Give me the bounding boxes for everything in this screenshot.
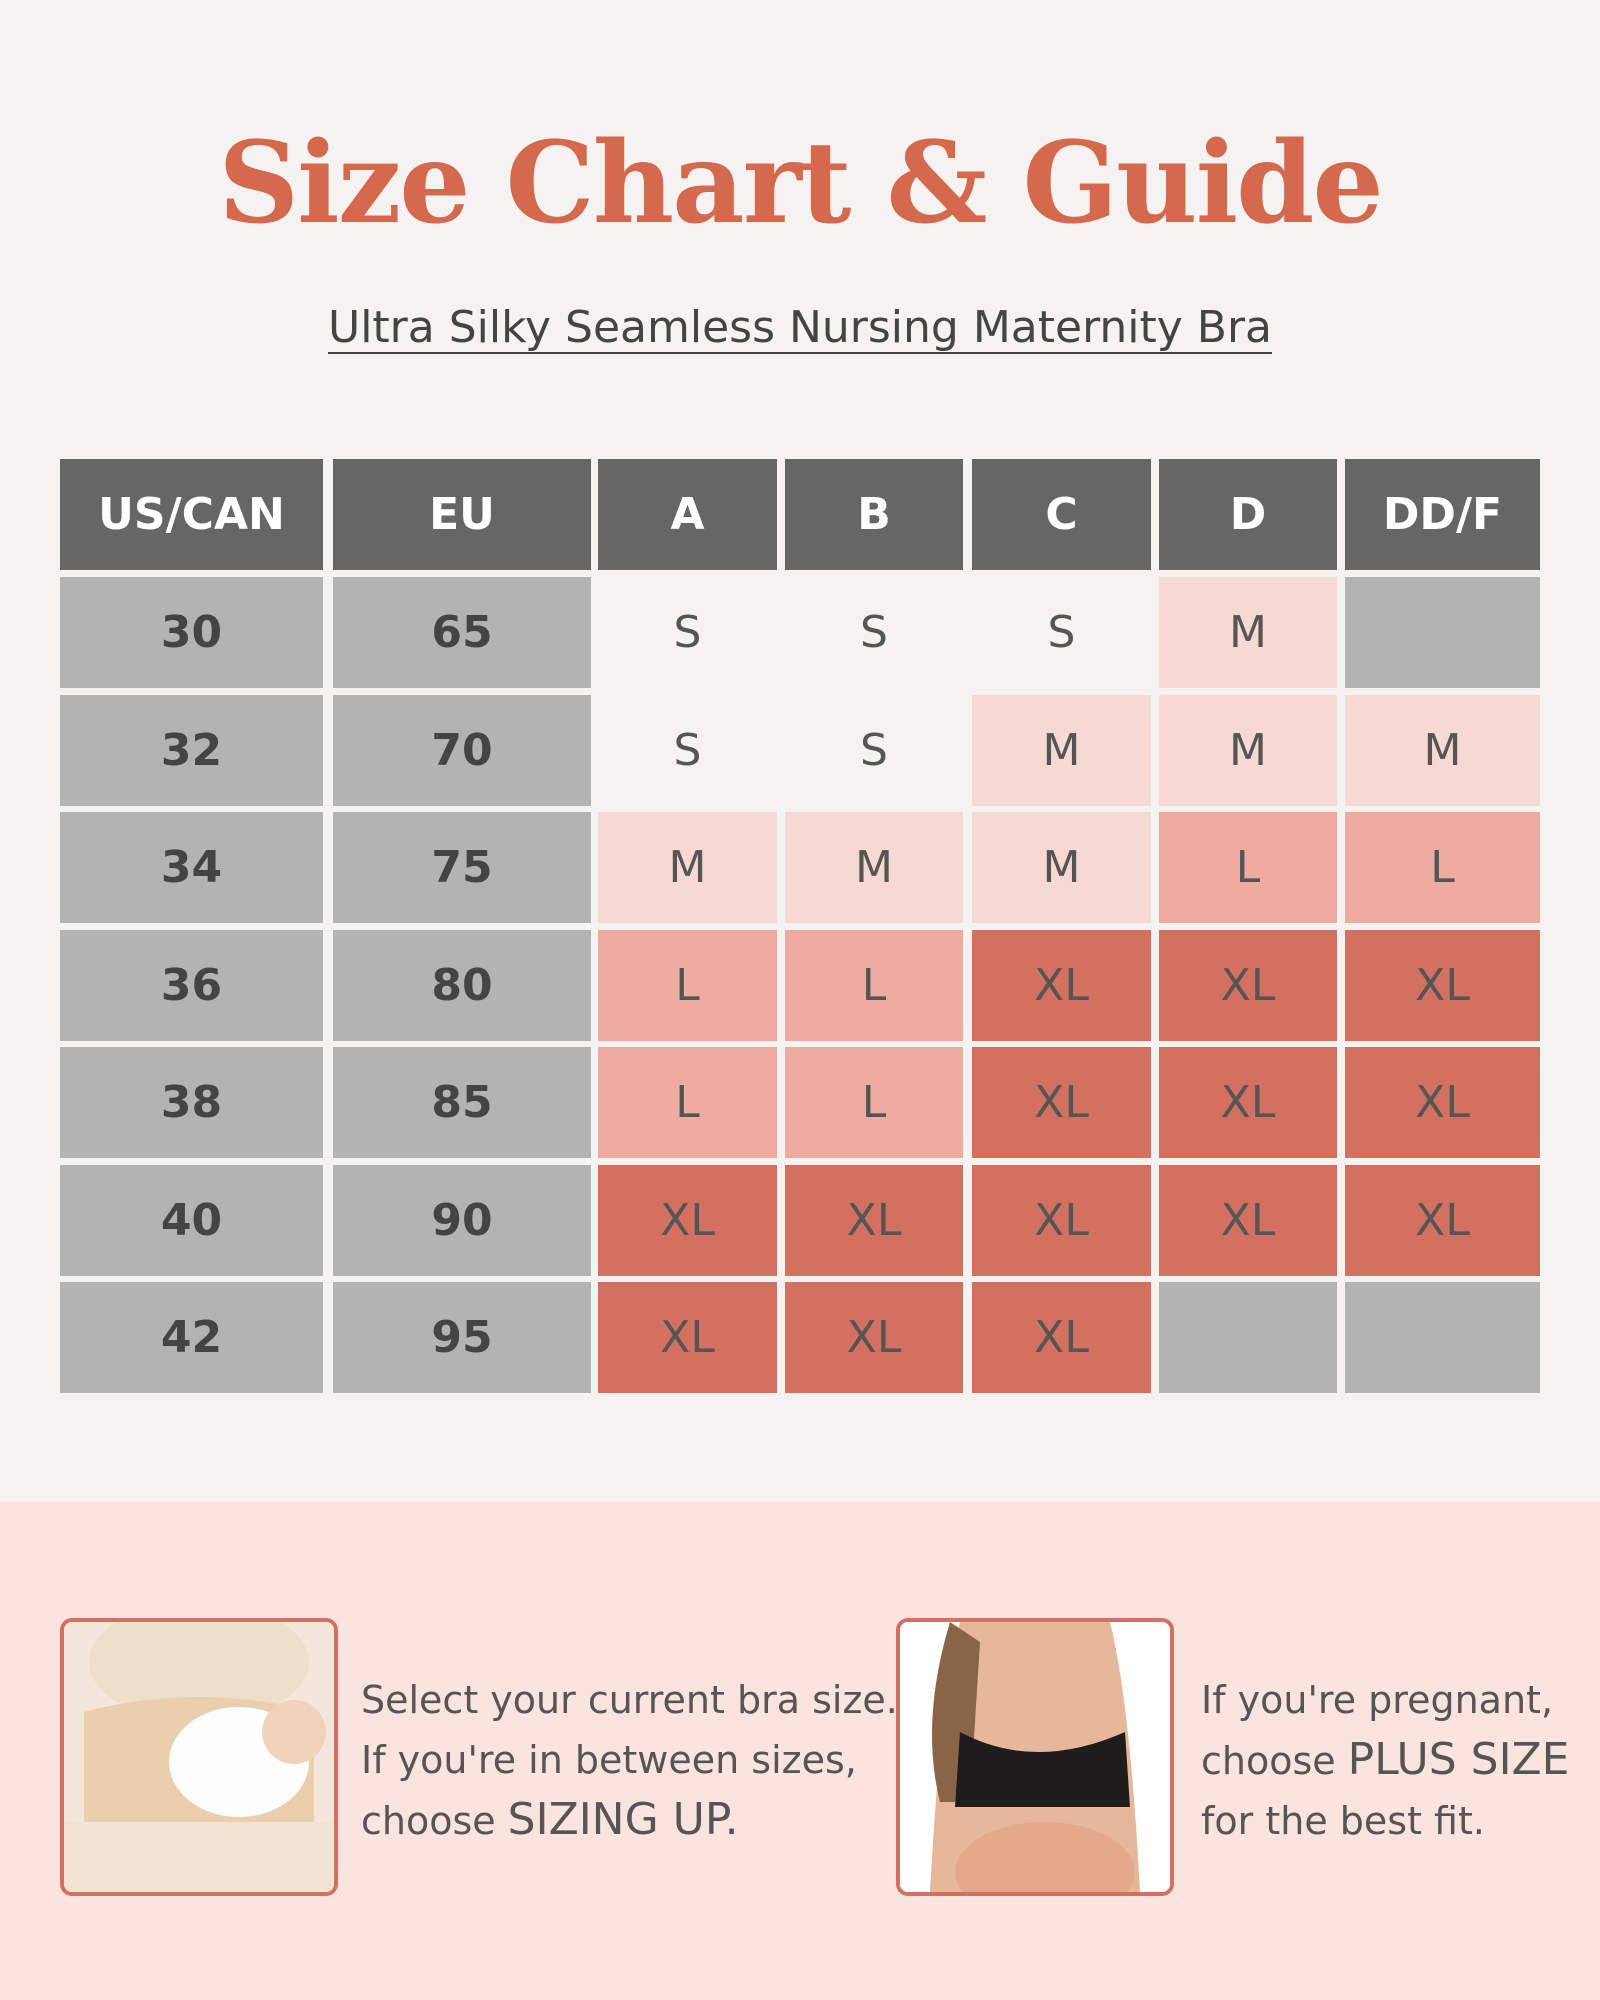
size-cell: L [598,1047,777,1158]
tip-emphasis: PLUS SIZE [1347,1734,1570,1785]
empty-cell [1345,577,1540,688]
size-cell: L [785,929,963,1041]
empty-cell [1159,1282,1337,1393]
tip-text: If you're pregnant, choose PLUS SIZE for th… [1201,1670,1569,1851]
size-cell: M [1159,577,1337,688]
size-cell: XL [972,1164,1151,1276]
size-cell: XL [1159,1047,1337,1158]
size-cell: XL [1159,929,1337,1041]
size-cell: XL [1159,1164,1337,1276]
tip-line: If you're in between sizes, [361,1730,898,1790]
column-header: US/CAN [60,459,323,570]
row-key: 85 [333,1047,591,1158]
size-cell: XL [598,1164,777,1276]
tip-emphasis: SIZING UP. [507,1794,739,1845]
photo-illustration [900,1622,1170,1892]
column-header: DD/F [1345,459,1540,570]
size-cell: S [785,694,963,806]
row-key: 30 [60,577,323,688]
column-header: A [598,459,777,570]
size-cell: S [598,694,777,806]
tip-line: choose SIZING UP. [361,1790,898,1851]
size-cell: XL [1345,1047,1540,1158]
column-header: C [972,459,1151,570]
row-key: 70 [333,694,591,806]
size-cell: M [972,694,1151,806]
size-cell: M [1345,694,1540,806]
photo-illustration [64,1622,334,1892]
row-key: 75 [333,812,591,923]
column-header: EU [333,459,591,570]
row-key: 95 [333,1282,591,1393]
size-cell: S [598,577,777,688]
tip-text-part: for the best fit. [1201,1799,1485,1843]
size-cell: XL [1345,1164,1540,1276]
row-key: 40 [60,1164,323,1276]
size-cell: XL [972,1282,1151,1393]
size-cell: XL [785,1282,963,1393]
size-cell: XL [1345,929,1540,1041]
tip-line: for the best fit. [1201,1791,1569,1851]
tips-section: Select your current bra size. If you're i… [0,1502,1600,2000]
subtitle-text: Ultra Silky Seamless Nursing Maternity B… [327,302,1273,353]
row-key: 32 [60,694,323,806]
size-cell: XL [785,1164,963,1276]
row-key: 80 [333,929,591,1041]
tip-text-part: If you're in between sizes, [361,1738,857,1782]
size-cell: XL [598,1282,777,1393]
title: Size Chart & Guide [218,118,1383,249]
size-cell: XL [972,1047,1151,1158]
size-cell: M [598,812,777,923]
size-cell: L [1345,812,1540,923]
row-key: 90 [333,1164,591,1276]
photo-pregnant [896,1618,1174,1896]
tip-line: Select your current bra size. [361,1670,898,1730]
tip-line: If you're pregnant, [1201,1670,1569,1730]
size-cell: M [972,812,1151,923]
size-cell: XL [972,929,1151,1041]
photo-nursing [60,1618,338,1896]
size-cell: M [1159,694,1337,806]
tip-line: choose PLUS SIZE [1201,1730,1569,1791]
size-cell: M [785,812,963,923]
tip-text-part: choose [1201,1739,1336,1783]
tip-text: Select your current bra size. If you're i… [361,1670,898,1851]
row-key: 42 [60,1282,323,1393]
tip-text-part: choose [361,1799,496,1843]
column-header: B [785,459,963,570]
size-cell: L [785,1047,963,1158]
tip-text-part: Select your current bra size. [361,1678,898,1722]
size-cell: S [972,577,1151,688]
size-cell: L [598,929,777,1041]
row-key: 65 [333,577,591,688]
row-key: 38 [60,1047,323,1158]
column-header: D [1159,459,1337,570]
tip-text-part: If you're pregnant, [1201,1678,1554,1722]
size-cell: L [1159,812,1337,923]
size-table: US/CAN EU A B C D DD/F 30 65 S S S M 32 70 S S M M M 34 75 M M M… [60,459,1540,1393]
row-key: 36 [60,929,323,1041]
row-key: 34 [60,812,323,923]
subtitle: Ultra Silky Seamless Nursing Maternity B… [0,302,1600,353]
size-cell: S [785,577,963,688]
empty-cell [1345,1282,1540,1393]
